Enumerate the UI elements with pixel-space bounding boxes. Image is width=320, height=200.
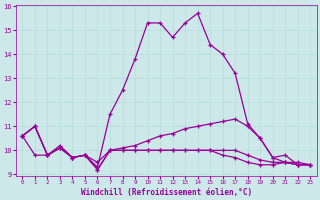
X-axis label: Windchill (Refroidissement éolien,°C): Windchill (Refroidissement éolien,°C) [81,188,252,197]
